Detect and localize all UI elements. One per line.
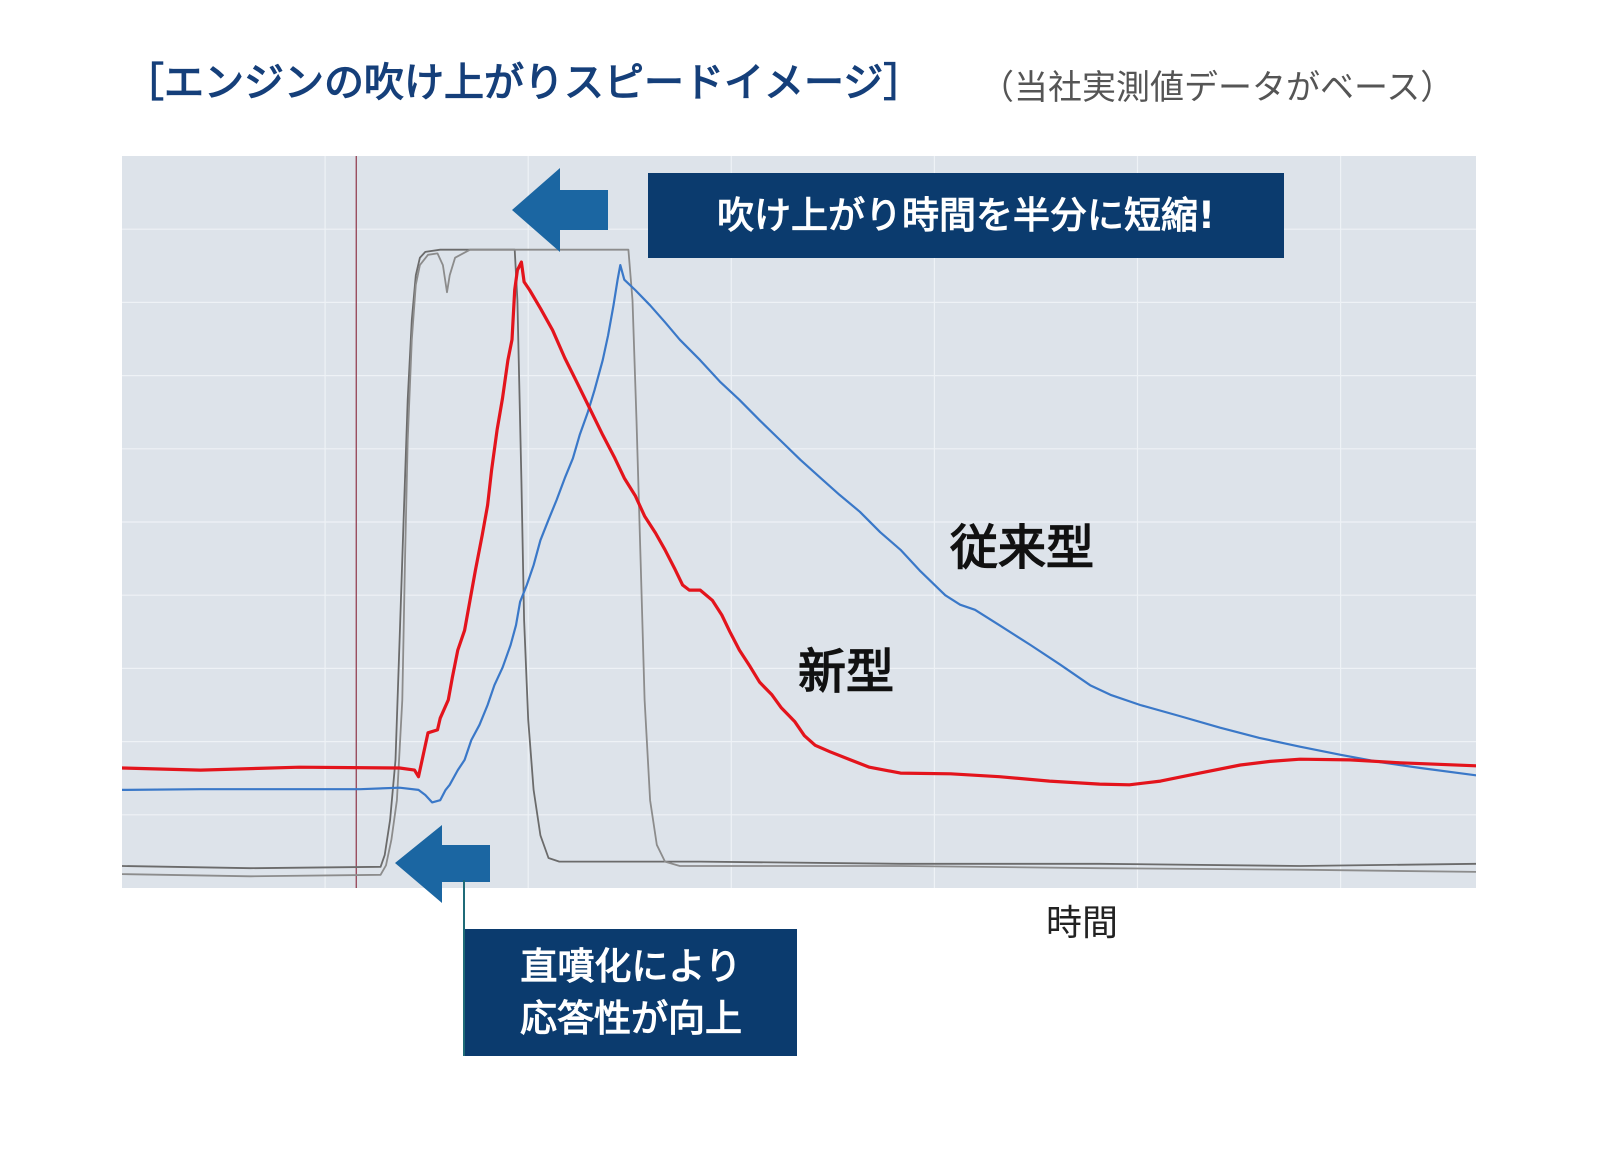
chart-title: ［エンジンの吹け上がりスピードイメージ］ [124,60,924,106]
plot-area [122,156,1476,888]
x-axis-label: 時間 [1046,903,1119,944]
left-arrow-icon [512,168,608,252]
left-arrow-icon [395,825,490,903]
series-label-new: 新型 [798,644,895,700]
callout-bottom-box: 直噴化により 応答性が向上 [465,929,797,1056]
callout-top-text: 吹け上がり時間を半分に短縮! [717,194,1215,237]
series-line-2 [122,263,1476,804]
callout-connector-line [463,880,465,1056]
callout-top-box: 吹け上がり時間を半分に短縮! [648,173,1284,258]
series-label-conventional: 従来型 [950,520,1095,576]
series-line-3 [122,260,1476,787]
callout-bottom-line-2: 応答性が向上 [520,996,742,1040]
series-line-1 [122,248,1476,878]
callout-bottom-line-1: 直噴化により [520,944,742,988]
arrow-shape [395,825,490,903]
chart-subtitle: （当社実測値データがベース） [980,68,1455,108]
arrow-shape [512,168,608,252]
